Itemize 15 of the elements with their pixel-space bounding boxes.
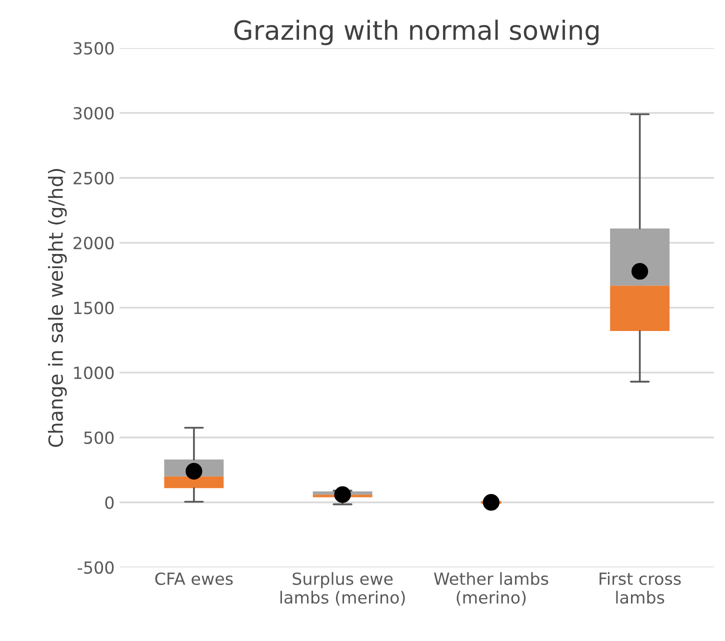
chart-title: Grazing with normal sowing — [234, 20, 598, 46]
x-tick-label: Wether lambs (merino) — [434, 572, 548, 606]
x-tick-label: CFA ewes — [155, 572, 233, 586]
y-tick-label: 3000 — [74, 106, 114, 120]
y-tick-label: 0 — [105, 496, 114, 509]
y-tick-label: 500 — [84, 431, 114, 444]
x-tick-label: First cross lambs — [600, 572, 681, 604]
y-tick-label: -500 — [78, 561, 114, 574]
y-tick-label: 1500 — [74, 302, 114, 314]
y-tick-label: 2000 — [74, 236, 114, 250]
y-tick-label: 2500 — [74, 172, 114, 184]
y-tick-label: 1000 — [74, 366, 114, 380]
y-tick-label: 3500 — [74, 42, 114, 55]
x-tick-label: Surplus ewe lambs (merino) — [280, 572, 405, 606]
y-axis-title: Change in sale weight (g/hd) — [48, 169, 67, 447]
